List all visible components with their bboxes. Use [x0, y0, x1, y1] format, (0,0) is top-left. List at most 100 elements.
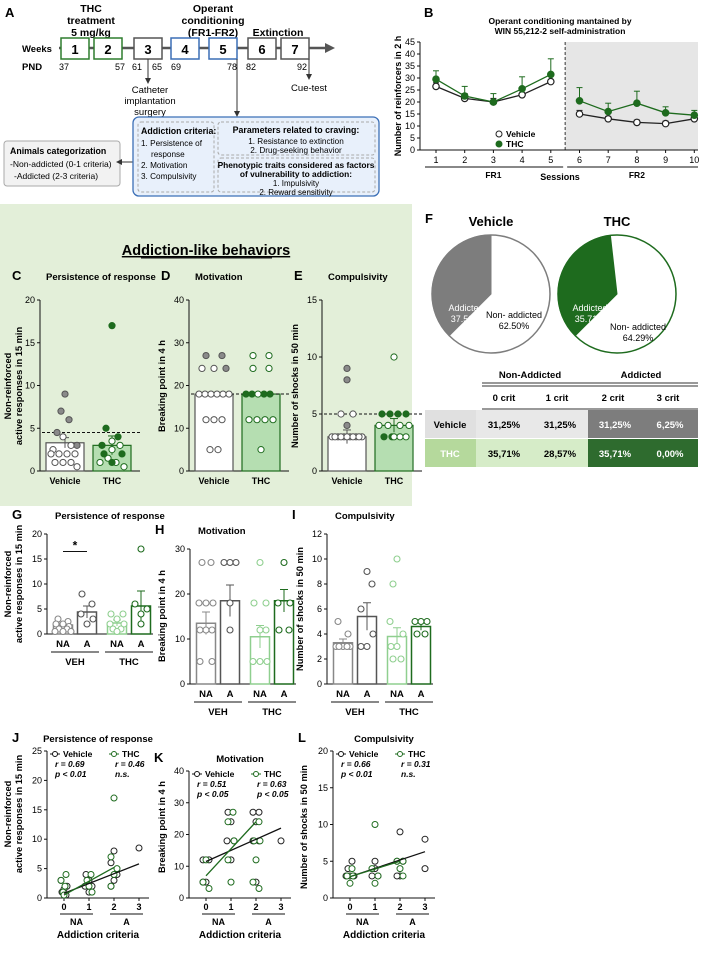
chart-l-vehicle-r: r = 0.66 — [341, 759, 371, 769]
table-header-non-addicted: Non-Addicted — [499, 370, 561, 381]
chart-b-x-tick-label: 7 — [606, 155, 611, 165]
craving-box — [217, 121, 376, 156]
table-col-0crit: 0 crit — [493, 393, 517, 404]
chart-d-dot — [213, 390, 221, 398]
chart-b-vehicle-point — [604, 115, 613, 123]
pie-thc-addicted-label: Addicted — [572, 303, 607, 313]
pie-vehicle-title: Vehicle — [469, 214, 514, 229]
chart-j-legend-thc: THC — [122, 749, 139, 759]
chart-l-y-tick-label: 5 — [323, 856, 328, 866]
chart-k: K Motivation 0 10 20 30 40 0 1 2 3 NA A Addiction cri… — [154, 750, 291, 941]
pie-thc-non-addicted-label: Non- addicted — [610, 322, 666, 332]
chart-e-dot — [337, 410, 345, 418]
chart-b-thc-point — [432, 75, 440, 84]
chart-i-x-tick-label: A — [364, 689, 371, 700]
chart-h-title: Motivation — [198, 526, 246, 537]
chart-i-dot — [369, 630, 377, 638]
pie-thc-non-addicted-pct: 64.29% — [623, 333, 654, 343]
chart-b-x-tick-label: 2 — [462, 155, 467, 165]
chart-b-vehicle-point — [432, 82, 440, 91]
chart-g-y-tick-label: 15 — [32, 554, 42, 564]
chart-c-dot — [71, 450, 79, 458]
chart-d-dot — [249, 364, 257, 372]
chart-j-vehicle-point — [110, 847, 118, 855]
chart-j-thc-point — [88, 888, 96, 896]
chart-j-thc-p: n.s. — [115, 769, 130, 779]
phenotypic-box — [217, 157, 376, 193]
chart-g-dot — [67, 627, 75, 636]
chart-b-thc-point — [661, 109, 670, 117]
chart-i-dot — [335, 642, 343, 651]
chart-d-dot — [266, 390, 274, 398]
chart-l-thc-p: n.s. — [401, 769, 416, 779]
chart-d-dot — [222, 364, 230, 372]
chart-e-dot — [402, 433, 410, 441]
categorization-title: Animals categorization — [10, 146, 106, 156]
table-col-3crit: 3 crit — [657, 393, 681, 404]
pnd-65: 65 — [152, 62, 162, 72]
chart-l-legend-vehicle: Vehicle — [349, 749, 379, 759]
chart-d-dot — [201, 390, 209, 398]
addiction-criteria-1: 1. Persistence of — [141, 139, 203, 148]
chart-i-y-tick-label: 0 — [317, 679, 322, 689]
chart-d-dot — [254, 390, 262, 398]
table-vehicle-cell-1 — [533, 410, 588, 438]
chart-k-x-tick-label: 3 — [278, 902, 283, 912]
chart-i-y-tick-label: 8 — [317, 579, 322, 589]
chart-d-dot — [218, 351, 226, 360]
chart-l-x-tick-label: 2 — [397, 902, 402, 912]
chart-h-group-label: THC — [262, 707, 282, 718]
chart-g-significance-label: * — [73, 539, 78, 553]
chart-j-y-label: Non-reinforced — [3, 780, 13, 847]
chart-h-y-tick-label: 10 — [175, 634, 185, 644]
chart-g-dot — [88, 600, 96, 608]
chart-k-thc-point — [230, 837, 238, 845]
craving-item-1: 1. Resistance to extinction — [248, 137, 344, 146]
chart-k-legend-thc-marker — [253, 771, 259, 777]
chart-k-thc-point — [255, 884, 263, 892]
chart-b-legend-thc: THC — [506, 139, 523, 149]
pie-vehicle — [431, 234, 551, 354]
chart-j-thc-point — [110, 794, 118, 802]
chart-b-y-tick-label: 20 — [405, 97, 415, 107]
week-1: 1 — [71, 42, 78, 57]
chart-k-thc-point — [224, 856, 232, 864]
chart-h-dot — [275, 626, 283, 634]
table-thc-3crit: 0,00% — [657, 449, 684, 460]
pie-vehicle-addicted-pct: 37.50% — [451, 314, 482, 324]
panel-letter-e: E — [294, 268, 303, 283]
chart-d-dot — [260, 390, 268, 398]
chart-l-title: Compulsivity — [354, 734, 414, 745]
chart-j-thc-point — [62, 870, 70, 878]
chart-c-dot — [120, 463, 128, 471]
chart-h-dot — [232, 558, 240, 567]
chart-l-legend-thc: THC — [408, 749, 425, 759]
chart-d-dot — [206, 446, 214, 454]
chart-g-dot — [78, 590, 86, 598]
chart-l-vehicle-point — [368, 872, 376, 880]
chart-g-dot — [51, 627, 59, 636]
chart-h-x-tick-label: NA — [253, 689, 267, 700]
chart-j-vehicle-point — [110, 876, 118, 884]
week-box-7 — [280, 37, 310, 60]
pie-thc-addicted-slice — [557, 234, 618, 337]
chart-d-dot — [242, 390, 250, 398]
chart-g-group-label: THC — [119, 657, 139, 668]
chart-j-x-tick-label: 2 — [111, 902, 116, 912]
week-box-2 — [93, 37, 123, 60]
panel-letter-k: K — [154, 750, 164, 765]
pnd-61: 61 — [132, 62, 142, 72]
chart-c-dot — [118, 450, 126, 458]
chart-b-subtitle: WIN 55,212-2 self-administration — [495, 26, 626, 36]
chart-k-x-tick-label: 1 — [228, 902, 233, 912]
chart-d-dot — [225, 390, 233, 398]
chart-h-dot — [286, 599, 294, 607]
table-col-1crit: 1 crit — [546, 393, 570, 404]
chart-b-vehicle-point — [633, 118, 641, 127]
chart-i-x-tick-label: NA — [336, 689, 350, 700]
chart-c-dot — [116, 441, 124, 449]
chart-i-dot — [386, 617, 394, 626]
chart-h-dot — [256, 657, 264, 666]
chart-i-dot — [393, 642, 401, 651]
